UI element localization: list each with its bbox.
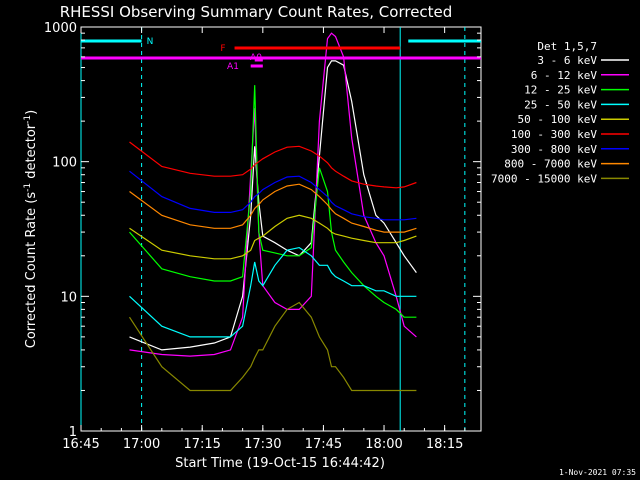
flag-label-0: N: [147, 37, 154, 47]
series-line-6: [129, 170, 417, 221]
x-tick-label-2: 17:15: [183, 437, 220, 452]
legend-label-7: 800 - 7000 keV: [504, 158, 597, 171]
y-tick-label-3: 1000: [44, 21, 77, 36]
x-axis-label: Start Time (19-Oct-15 16:44:42): [175, 456, 385, 471]
legend-label-3: 25 - 50 keV: [524, 98, 597, 111]
x-axis-ticks: 16:45 17:00 17:15 17:30 17:45 18:00 18:15: [62, 27, 466, 452]
legend: Det 1,5,7 3 - 6 keV 6 - 12 keV 12 - 25 keV…: [491, 40, 629, 185]
series-line-1: [129, 32, 417, 357]
y-axis-ticks: 1 10 100 1000: [44, 21, 481, 440]
y-tick-label-2: 100: [52, 156, 77, 171]
legend-label-2: 12 - 25 keV: [524, 84, 597, 97]
series-line-8: [128, 301, 417, 392]
flag-lines: [80, 27, 466, 431]
y-tick-label-1: 10: [60, 290, 77, 305]
y-axis-label-sup1: -1: [23, 183, 33, 192]
flag-bars: N F A0 A1: [81, 37, 481, 72]
chart-title: RHESSI Observing Summary Count Rates, Co…: [60, 3, 453, 21]
legend-label-0: 3 - 6 keV: [537, 54, 597, 67]
x-tick-label-6: 18:15: [426, 437, 463, 452]
series-line-3: [129, 246, 417, 338]
series-line-4: [129, 214, 417, 260]
legend-label-4: 50 - 100 keV: [518, 113, 598, 126]
x-tick-label-3: 17:30: [244, 437, 281, 452]
y-axis-label-sup2: -1: [23, 115, 33, 124]
series-line-7: [129, 183, 417, 233]
x-tick-label-1: 17:00: [123, 437, 160, 452]
series-line-5: [129, 141, 417, 189]
flag-label-1: F: [220, 44, 225, 54]
flag-label-4: A1: [227, 62, 239, 72]
x-tick-label-5: 18:00: [365, 437, 402, 452]
y-axis-label-end: ): [24, 110, 39, 115]
flag-label-3: A0: [250, 53, 262, 63]
y-axis-label: Corrected Count Rate (s-1 detector-1): [23, 110, 39, 348]
y-axis-label-mid: detector: [24, 123, 39, 183]
series-lines: [128, 32, 417, 392]
footer-timestamp: 1-Nov-2021 07:35: [559, 468, 636, 477]
y-axis-label-main: Corrected Count Rate (s: [24, 192, 39, 349]
legend-label-8: 7000 - 15000 keV: [491, 172, 597, 185]
y-tick-label-0: 1: [69, 425, 77, 440]
x-tick-label-4: 17:45: [305, 437, 342, 452]
plot-area: N F A0 A1 16:45 17:00 17:15 17:30 17:45 18:00 18:…: [44, 21, 482, 452]
legend-label-1: 6 - 12 keV: [531, 69, 598, 82]
legend-label-5: 100 - 300 keV: [511, 128, 597, 141]
x-tick-label-0: 16:45: [62, 437, 99, 452]
plot-frame: [80, 26, 482, 432]
legend-label-6: 300 - 800 keV: [511, 143, 597, 156]
legend-title: Det 1,5,7: [537, 40, 597, 53]
series-line-0: [129, 60, 417, 351]
